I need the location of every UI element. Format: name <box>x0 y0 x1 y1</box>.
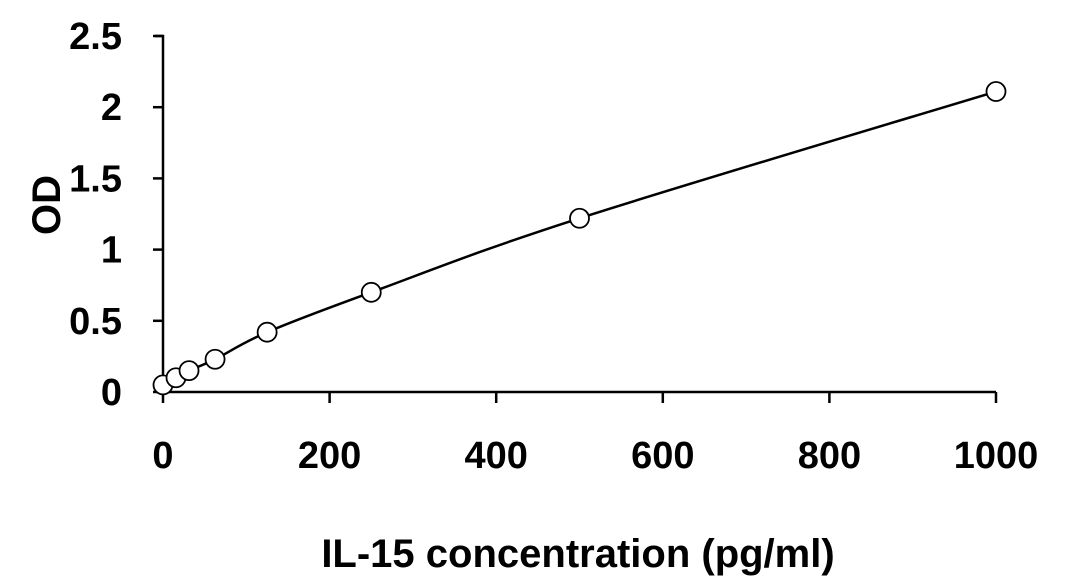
x-tick-label: 400 <box>464 435 527 477</box>
data-point <box>256 321 278 343</box>
data-point <box>360 281 382 303</box>
y-tick-label: 2.5 <box>69 16 122 58</box>
data-point <box>569 207 590 229</box>
series-line <box>162 90 997 386</box>
x-tick-label: 1000 <box>954 435 1039 477</box>
data-point <box>178 360 200 382</box>
y-tick-label: 2 <box>101 87 122 129</box>
y-axis-title: OD <box>25 175 69 235</box>
y-tick-label: 1.5 <box>69 158 122 200</box>
x-ticks: 0 200 400 600 800 1000 <box>152 392 1038 477</box>
y-axis-line <box>155 34 165 392</box>
series-layer <box>152 81 1007 396</box>
y-ticks: 0 0.5 1 1.5 2 2.5 <box>69 16 163 414</box>
y-tick-label: 0.5 <box>69 301 122 343</box>
x-tick-label: 200 <box>298 435 361 477</box>
y-tick-label: 1 <box>101 230 122 272</box>
data-point <box>204 348 226 370</box>
data-point <box>985 81 1007 102</box>
x-tick-label: 0 <box>152 435 173 477</box>
x-axis-title: IL-15 concentration (pg/ml) <box>321 532 834 576</box>
y-tick-label: 0 <box>101 372 122 414</box>
x-tick-label: 600 <box>631 435 694 477</box>
x-tick-label: 800 <box>798 435 861 477</box>
